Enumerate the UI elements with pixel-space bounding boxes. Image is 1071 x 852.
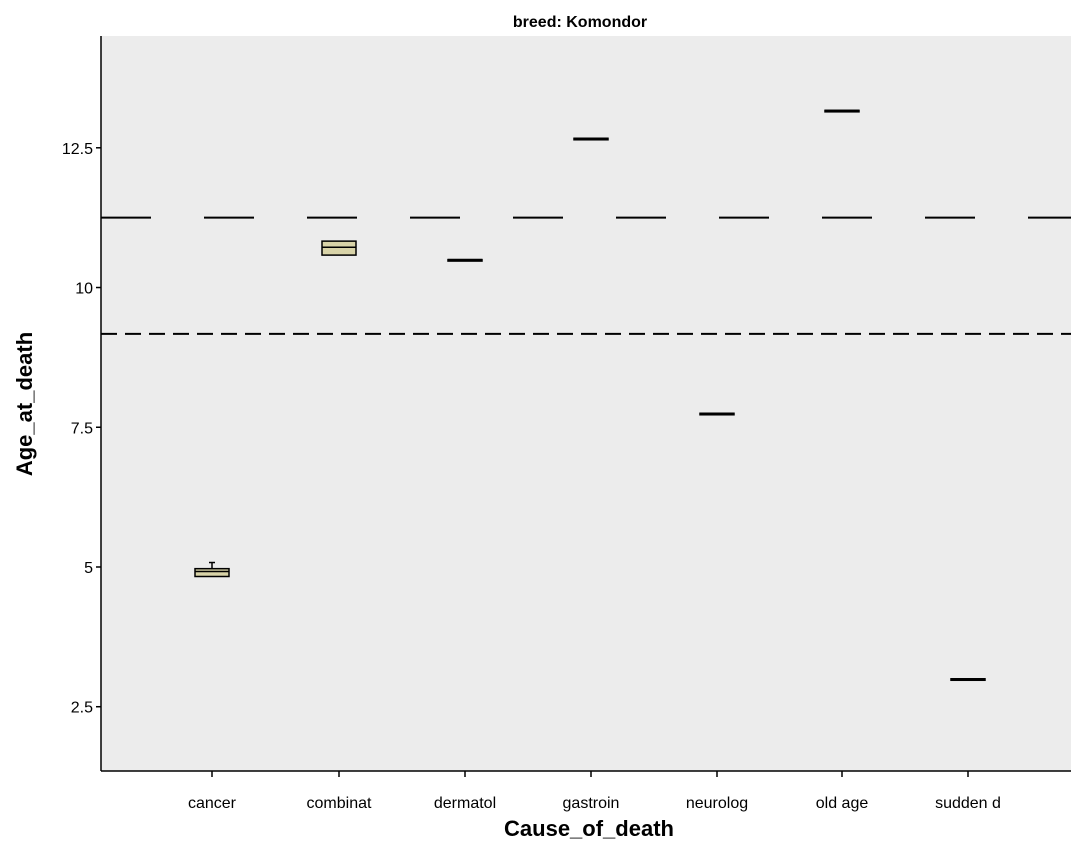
y-tick-label: 2.5: [71, 700, 93, 717]
plot-area: [101, 36, 1071, 771]
x-axis-title: Cause_of_death: [504, 816, 674, 841]
x-tick-label: cancer: [188, 795, 237, 812]
x-tick-label: dermatol: [434, 795, 496, 812]
y-axis-title: Age_at_death: [12, 332, 37, 476]
box-neurolog: [699, 412, 735, 416]
chart-title: breed: Komondor: [513, 14, 647, 31]
x-tick-label: neurolog: [686, 795, 748, 812]
x-tick-label: sudden d: [935, 795, 1001, 812]
y-tick-label: 10: [75, 281, 93, 298]
y-tick-label: 5: [84, 560, 93, 577]
box-cancer: [194, 561, 230, 578]
box-old-age: [824, 109, 860, 113]
box-gastroin: [573, 137, 609, 141]
box-rect: [321, 240, 357, 256]
x-tick-label: gastroin: [563, 795, 620, 812]
box-group: [194, 109, 986, 682]
box-combinat: [321, 240, 357, 256]
x-tick-label: combinat: [307, 795, 372, 812]
reference-lines: [101, 216, 1071, 335]
box-sudden-d: [950, 678, 986, 682]
y-tick-label: 12.5: [62, 141, 93, 158]
x-tick-label: old age: [816, 795, 869, 812]
box-dermatol: [447, 258, 483, 262]
y-ticks: 2.5 5 7.5 10 12.5: [62, 141, 101, 717]
x-ticks: cancer combinat dermatol gastroin neurolog ol…: [188, 771, 1001, 812]
box-rect: [194, 567, 230, 578]
y-tick-label: 7.5: [71, 420, 93, 437]
